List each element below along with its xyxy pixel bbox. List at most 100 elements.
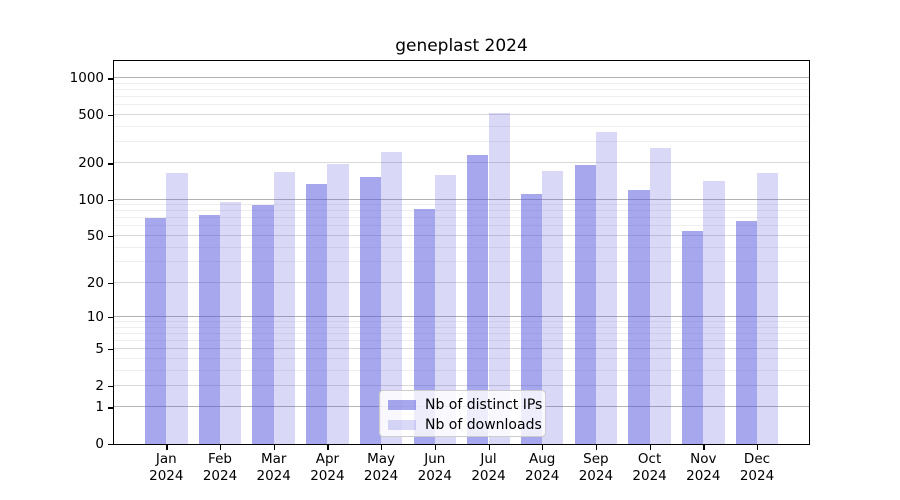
legend-label: Nb of distinct IPs [425,397,543,413]
gridline [114,357,809,359]
gridline [114,384,809,386]
gridline [114,369,809,371]
x-tick-label: Aug 2024 [525,451,560,484]
bar-distinct-ips [520,193,543,444]
gridline [114,332,809,334]
bar-distinct-ips [306,184,328,444]
x-tick-label: Sep 2024 [578,451,614,484]
x-tick-mark [595,445,598,450]
gridline [114,246,809,248]
gridline [114,204,809,206]
gridline [114,104,809,106]
y-tick-label: 0 [95,436,104,452]
gridline [114,321,809,323]
y-tick-mark [108,349,113,351]
bar-distinct-ips [574,164,596,444]
bar-downloads [327,164,349,444]
bar-downloads [595,131,618,444]
y-tick-label: 20 [86,274,104,291]
y-tick-mark [108,282,113,285]
y-tick-label: 100 [78,191,104,208]
bar-downloads [542,171,564,444]
y-tick-mark [108,235,113,238]
bar-downloads [703,181,725,444]
chart-title: geneplast 2024 [395,36,528,56]
y-tick-mark [108,317,113,319]
x-tick-mark [703,445,705,450]
bar-downloads [488,113,510,444]
x-tick-mark [434,445,437,450]
x-tick-label: Apr 2024 [310,451,345,484]
y-tick-mark [108,199,113,202]
x-tick-mark [273,445,275,450]
bar-downloads [166,173,188,444]
x-tick-mark [757,445,759,450]
y-tick-label: 2 [95,377,104,394]
bar-downloads [757,172,779,444]
legend-swatch [388,400,416,410]
gridline [114,348,809,350]
bar-downloads [220,202,242,444]
x-tick-mark [381,445,383,450]
legend: Nb of distinct IPs Nb of downloads [379,390,546,437]
gridline [114,96,809,98]
bar-distinct-ips [359,177,382,444]
bar-distinct-ips [145,217,167,444]
gridline [114,217,809,219]
bar-downloads [434,174,457,444]
x-tick-label: Jul 2024 [471,451,506,484]
bar-distinct-ips [252,205,274,444]
x-tick-mark [166,445,168,450]
bar-downloads [381,152,403,444]
y-tick-label: 500 [78,107,104,124]
gridline [114,77,809,79]
y-tick-label: 10 [86,309,104,326]
gridline [114,234,809,236]
bar-distinct-ips [628,189,650,444]
x-tick-mark [488,445,490,450]
x-tick-label: Jun 2024 [417,451,452,484]
gridline [114,82,809,84]
gridline [114,162,809,164]
bar-distinct-ips [198,214,220,444]
x-tick-label: Oct 2024 [632,451,667,484]
x-tick-label: Mar 2024 [256,451,291,484]
bar-distinct-ips [413,208,435,444]
y-tick-mark [108,385,113,388]
y-tick-mark [108,407,113,409]
gridline [114,89,809,91]
gridline [114,281,809,283]
plot-area [113,60,810,445]
gridline [114,225,809,227]
gridline [114,316,809,318]
x-tick-mark [649,445,651,450]
bar-downloads [273,171,295,444]
gridline [114,210,809,212]
x-tick-label: Feb 2024 [202,451,238,484]
y-tick-mark [108,78,113,80]
bar-distinct-ips [735,220,757,444]
bar-downloads [649,147,671,444]
y-tick-label: 50 [86,227,104,244]
gridline [114,340,809,342]
gridline [114,198,809,200]
gridline [114,125,809,127]
y-tick-label: 1 [95,399,104,416]
gridline [114,114,809,116]
y-tick-label: 1000 [69,70,104,87]
legend-label: Nb of downloads [425,417,542,433]
legend-swatch [388,420,416,430]
x-tick-label: May 2024 [363,451,399,484]
gridline [114,261,809,263]
y-tick-mark [108,444,113,446]
y-tick-mark [108,163,113,165]
y-tick-mark [108,115,113,117]
y-tick-label: 200 [78,155,104,172]
x-tick-label: Nov 2024 [686,451,721,484]
x-tick-mark [220,445,222,450]
bar-distinct-ips [682,231,704,444]
gridline [114,326,809,328]
x-tick-mark [327,445,329,450]
x-tick-mark [542,445,544,450]
